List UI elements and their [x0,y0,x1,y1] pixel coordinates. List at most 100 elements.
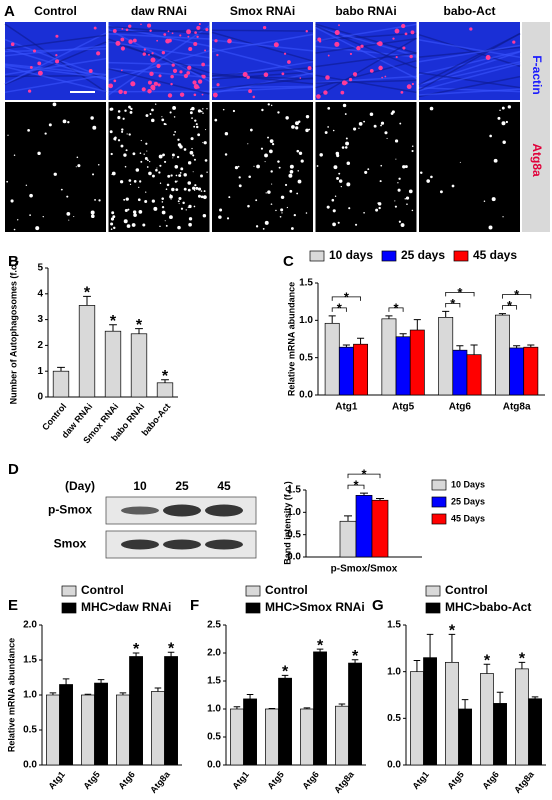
panel-letter: A [4,3,15,20]
puncta [180,207,184,210]
puncta [197,133,201,137]
bar [353,343,369,396]
puncta [275,209,277,212]
fiber-texture [418,63,521,92]
puncta [410,30,415,35]
significance-bracket [347,484,365,490]
y-tick-label: 2.0 [23,620,37,631]
bar [151,691,165,766]
puncta [334,41,340,47]
puncta [439,190,443,194]
puncta [194,184,197,187]
puncta [293,214,296,217]
fiber-texture [315,79,417,84]
puncta [497,116,501,120]
error-bar [344,515,352,522]
puncta [167,93,173,98]
puncta [193,158,196,161]
bar [466,354,482,396]
puncta [164,220,166,222]
puncta [162,153,165,157]
bar [300,708,314,766]
puncta [394,28,400,34]
fiber-texture [211,86,314,93]
puncta [129,110,133,114]
significance-bracket [502,294,532,299]
puncta [174,165,179,169]
puncta [267,136,270,139]
puncta [37,151,41,156]
puncta [94,198,96,201]
y-tick-label: 0.0 [23,760,37,771]
puncta [110,222,114,226]
puncta [195,123,198,126]
error-bar [498,313,506,316]
puncta [305,128,309,133]
puncta [297,179,302,184]
puncta [332,129,335,132]
puncta [146,166,149,168]
puncta [327,126,329,128]
puncta [377,41,383,47]
puncta [281,212,283,214]
puncta [323,90,328,95]
puncta [340,185,342,188]
puncta [226,217,230,220]
puncta [281,72,285,76]
bar [445,661,459,766]
puncta [267,103,270,106]
puncta [216,83,220,87]
fiber-texture [4,45,107,57]
puncta [128,133,131,136]
puncta [138,210,143,214]
puncta [117,110,121,113]
puncta [158,154,163,159]
puncta [420,171,423,175]
significance-marker: * [484,652,491,669]
panel-letter: D [8,461,19,478]
puncta [499,109,501,112]
puncta [44,132,47,135]
puncta [264,220,269,225]
legend-label: 25 days [401,248,445,262]
fiber-texture [315,32,417,41]
y-tick-label: 1.0 [387,666,401,677]
significance-marker: * [133,641,140,658]
puncta [316,94,321,99]
puncta [161,197,164,200]
puncta [173,133,175,136]
column-label: babo-Act [444,4,496,18]
bar [381,318,397,396]
puncta [55,59,60,64]
bar [116,694,130,766]
panel-letter: B [8,253,19,270]
puncta [327,106,331,110]
puncta [483,200,486,202]
puncta [109,130,113,134]
microscopy-image [108,102,210,232]
puncta [200,195,204,199]
puncta [411,145,414,147]
significance-marker: * [110,313,117,330]
puncta [119,180,124,184]
error-bar [57,366,65,372]
puncta [179,172,182,174]
legend-swatch [381,250,397,262]
puncta [149,160,151,163]
puncta [170,174,173,177]
puncta [400,90,404,94]
y-tick-label: 0.5 [23,725,37,736]
y-tick-label: 0.5 [287,529,301,540]
puncta [187,206,189,208]
significance-marker: * [514,287,520,302]
y-tick-label: 0.5 [299,352,313,363]
puncta [183,73,189,79]
puncta [112,28,117,33]
puncta [191,147,193,150]
significance-marker: * [282,664,289,681]
fiber-texture [4,32,107,85]
puncta [187,161,192,165]
puncta [178,174,182,178]
puncta [409,54,413,59]
fiber-texture [418,33,521,86]
